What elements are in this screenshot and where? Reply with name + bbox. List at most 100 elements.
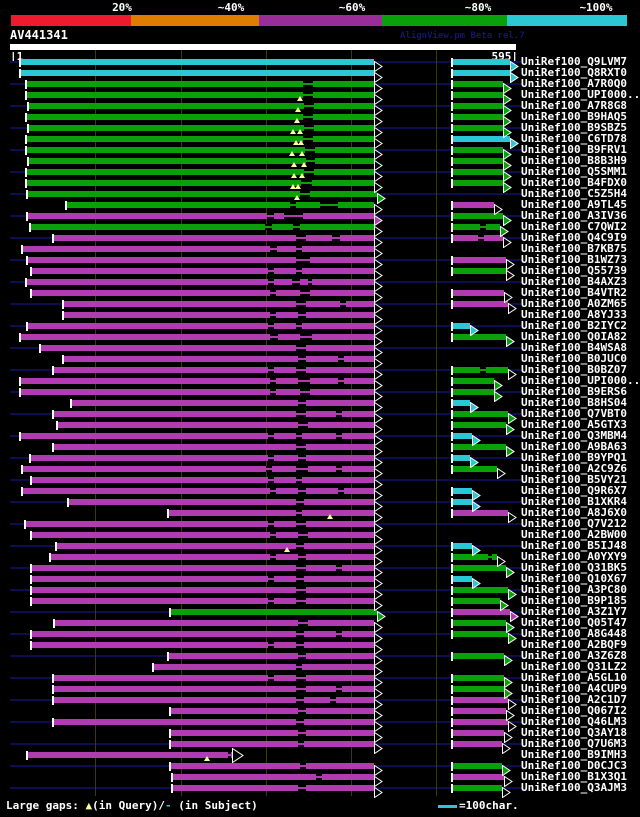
hit-label[interactable]: UniRef100_A8J6X0 <box>521 506 627 519</box>
hit-label[interactable]: UniRef100_Q10X67 <box>521 572 627 585</box>
secondary-bar <box>452 389 494 395</box>
hit-label[interactable]: UniRef100_Q8RXT0 <box>521 66 627 79</box>
arrowhead-icon <box>374 442 383 458</box>
hit-label[interactable]: UniRef100_C7QWI2 <box>521 220 627 233</box>
hit-label[interactable]: UniRef100_B5IJ48 <box>521 539 627 552</box>
hit-label[interactable]: UniRef100_Q9R6X7 <box>521 484 627 497</box>
hit-label[interactable]: UniRef100_A3Z1Y7 <box>521 605 627 618</box>
arrowhead-icon <box>374 310 383 326</box>
hit-label[interactable]: UniRef100_Q31BK5 <box>521 561 627 574</box>
gap-triangle-icon <box>297 129 303 134</box>
hit-label[interactable]: UniRef100_B1X3Q1 <box>521 770 627 783</box>
hit-label[interactable]: UniRef100_A9BA63 <box>521 440 627 453</box>
hit-label[interactable]: UniRef100_Q4C9I9 <box>521 231 627 244</box>
gap-triangle-icon <box>291 162 297 167</box>
hit-label[interactable]: UniRef100_A8YJ33 <box>521 308 627 321</box>
arrowhead-icon <box>470 453 479 469</box>
hit-label[interactable]: UniRef100_B4AXZ3 <box>521 275 627 288</box>
hit-label[interactable]: UniRef100_Q05T47 <box>521 616 627 629</box>
hit-label[interactable]: UniRef100_Q067I2 <box>521 704 627 717</box>
segment-start-tick <box>451 410 453 419</box>
arrowhead-icon <box>377 607 386 623</box>
hit-label[interactable]: UniRef100_B5VY21 <box>521 473 627 486</box>
hit-label[interactable]: UniRef100_A7R0Q0 <box>521 77 627 90</box>
hit-label[interactable]: UniRef100_UPI000.. <box>521 374 640 387</box>
subject-gap <box>270 488 276 490</box>
gap-triangle-icon <box>327 514 333 519</box>
hit-label[interactable]: UniRef100_B8B3H9 <box>521 154 627 167</box>
hit-label[interactable]: UniRef100_B9SBZ5 <box>521 121 627 134</box>
hit-label[interactable]: UniRef100_C5Z5H4 <box>521 187 627 200</box>
hit-label[interactable]: UniRef100_Q3AY18 <box>521 726 627 739</box>
subject-gap <box>268 437 274 439</box>
hit-label[interactable]: UniRef100_B9P185 <box>521 594 627 607</box>
hit-label[interactable]: UniRef100_A9TL45 <box>521 198 627 211</box>
hit-label[interactable]: UniRef100_Q55739 <box>521 264 627 277</box>
hit-label[interactable]: UniRef100_A3Z6Z8 <box>521 649 627 662</box>
hit-label[interactable]: UniRef100_Q9LVM7 <box>521 55 627 68</box>
hit-label[interactable]: UniRef100_Q3AJM3 <box>521 781 627 794</box>
hit-label[interactable]: UniRef100_Q7V212 <box>521 517 627 530</box>
hit-label[interactable]: UniRef100_B0JUC0 <box>521 352 627 365</box>
hit-label[interactable]: UniRef100_B4WSA8 <box>521 341 627 354</box>
hit-label[interactable]: UniRef100_A0YXY9 <box>521 550 627 563</box>
hit-label[interactable]: UniRef100_A2BQF9 <box>521 638 627 651</box>
subject-gap <box>300 334 312 336</box>
secondary-bar <box>452 290 504 296</box>
alignment-bar <box>53 411 374 417</box>
subject-gap <box>298 455 306 457</box>
hit-label[interactable]: UniRef100_B1WZ73 <box>521 253 627 266</box>
hit-label[interactable]: UniRef100_Q5SMM1 <box>521 165 627 178</box>
arrowhead-icon <box>503 178 512 194</box>
arrowhead-icon <box>503 90 512 106</box>
alignment-bar <box>31 290 374 296</box>
hit-label[interactable]: UniRef100_Q7VBT0 <box>521 407 627 420</box>
hit-label[interactable]: UniRef100_B2IYC2 <box>521 319 627 332</box>
hit-label[interactable]: UniRef100_A2C1D7 <box>521 693 627 706</box>
hit-label[interactable]: UniRef100_B9YPQ1 <box>521 451 627 464</box>
arrowhead-icon <box>374 508 383 524</box>
subject-gap <box>270 492 276 494</box>
hit-label[interactable]: UniRef100_B9ERS6 <box>521 385 627 398</box>
hit-label[interactable]: UniRef100_A0ZM65 <box>521 297 627 310</box>
footer-scale-text: =100char. <box>459 799 519 812</box>
subject-gap <box>340 301 346 303</box>
hit-label[interactable]: UniRef100_Q46LM3 <box>521 715 627 728</box>
hit-label[interactable]: UniRef100_Q3MBM4 <box>521 429 627 442</box>
hit-label[interactable]: UniRef100_A2BW00 <box>521 528 627 541</box>
subject-gap <box>290 202 296 204</box>
hit-label[interactable]: UniRef100_A5GTX3 <box>521 418 627 431</box>
subject-gap <box>268 323 274 325</box>
alignment-bar <box>30 455 374 461</box>
subject-gap <box>268 646 274 648</box>
subject-gap <box>298 734 306 736</box>
hit-label[interactable]: UniRef100_Q0IA82 <box>521 330 627 343</box>
segment-start-tick <box>67 498 69 507</box>
hit-label[interactable]: UniRef100_A8G448 <box>521 627 627 640</box>
secondary-bar <box>452 466 497 472</box>
subject-gap <box>300 767 306 769</box>
segment-start-tick <box>451 124 453 133</box>
hit-label[interactable]: UniRef100_B9HAQ5 <box>521 110 627 123</box>
hit-label[interactable]: UniRef100_B9FRV1 <box>521 143 627 156</box>
hit-label[interactable]: UniRef100_B9IMH3 <box>521 748 627 761</box>
hit-label[interactable]: UniRef100_A5GL10 <box>521 671 627 684</box>
hit-label[interactable]: UniRef100_Q7U6M3 <box>521 737 627 750</box>
hit-label[interactable]: UniRef100_D0CJC3 <box>521 759 627 772</box>
hit-label[interactable]: UniRef100_B1XKR4 <box>521 495 627 508</box>
arrowhead-icon <box>472 431 481 447</box>
hit-label[interactable]: UniRef100_B4VTR2 <box>521 286 627 299</box>
hit-label[interactable]: UniRef100_C6TD78 <box>521 132 627 145</box>
hit-label[interactable]: UniRef100_Q31LZ2 <box>521 660 627 673</box>
hit-label[interactable]: UniRef100_B4FDX0 <box>521 176 627 189</box>
hit-label[interactable]: UniRef100_UPI000.. <box>521 88 640 101</box>
hit-label[interactable]: UniRef100_A3IV36 <box>521 209 627 222</box>
hit-label[interactable]: UniRef100_B8HS04 <box>521 396 627 409</box>
hit-label[interactable]: UniRef100_A2C9Z6 <box>521 462 627 475</box>
hit-label[interactable]: UniRef100_B7KB75 <box>521 242 627 255</box>
hit-label[interactable]: UniRef100_B0BZ07 <box>521 363 627 376</box>
subject-gap <box>338 492 344 494</box>
hit-label[interactable]: UniRef100_A4CUP9 <box>521 682 627 695</box>
hit-label[interactable]: UniRef100_A7R8G8 <box>521 99 627 112</box>
hit-label[interactable]: UniRef100_A3PC80 <box>521 583 627 596</box>
